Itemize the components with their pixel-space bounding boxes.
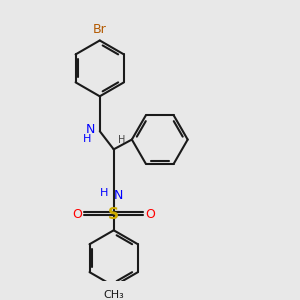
Text: N: N — [86, 123, 96, 136]
Text: S: S — [108, 207, 119, 222]
Text: O: O — [145, 208, 155, 221]
Text: H: H — [83, 134, 92, 144]
Text: O: O — [72, 208, 82, 221]
Text: H: H — [118, 135, 125, 145]
Text: N: N — [114, 189, 123, 202]
Text: Br: Br — [93, 23, 106, 36]
Text: CH₃: CH₃ — [103, 290, 124, 300]
Text: H: H — [100, 188, 108, 198]
